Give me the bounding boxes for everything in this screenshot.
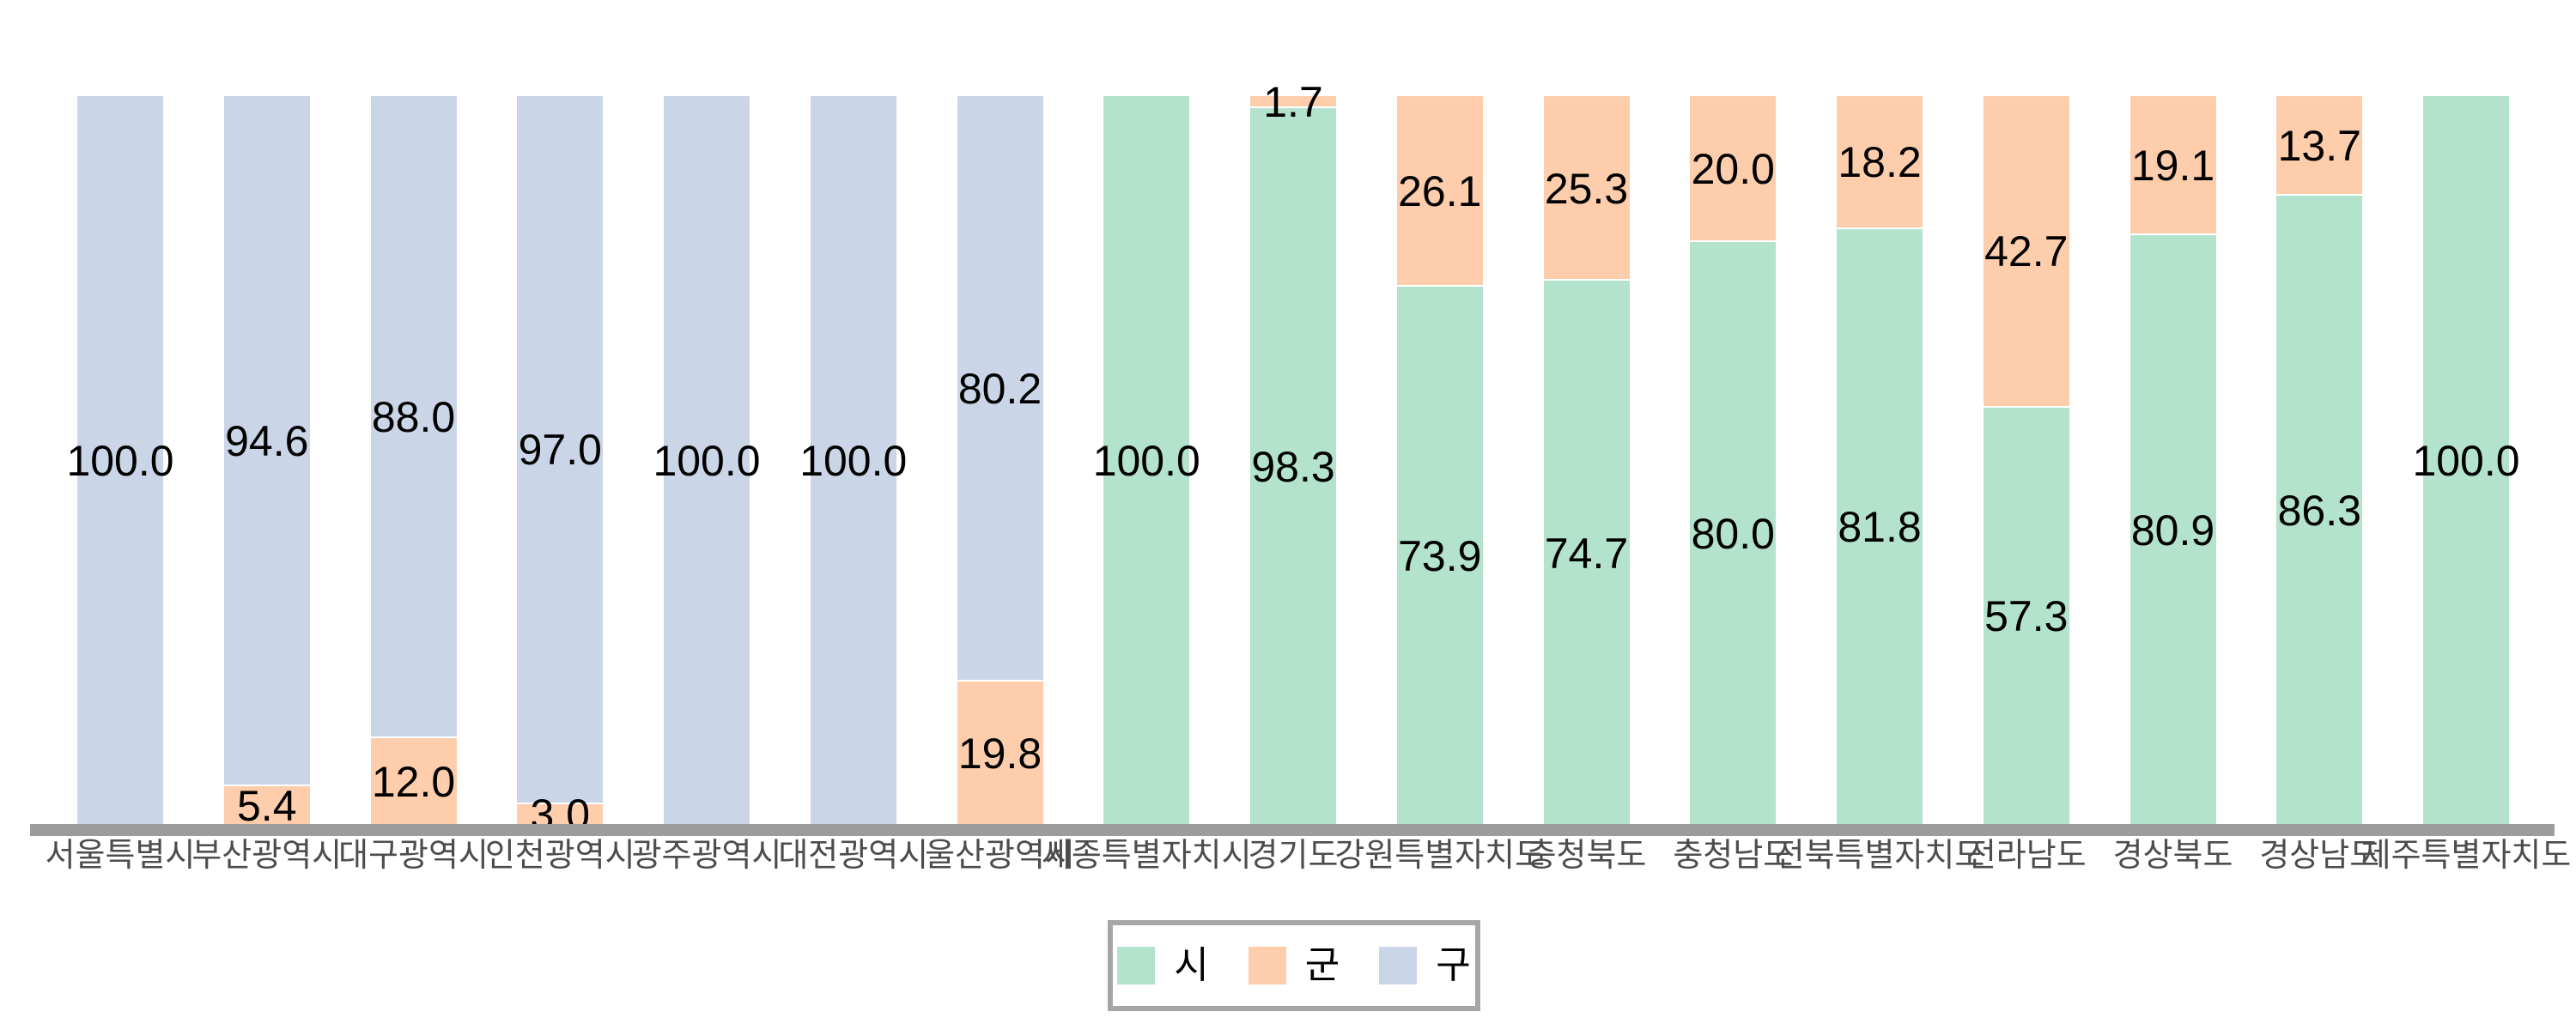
x-axis-label: 전라남도 — [1965, 838, 2087, 874]
bar-segment-구-대전광역시 — [810, 96, 896, 826]
x-axis-label: 경상남도 — [2259, 838, 2380, 874]
bar-segment-시-제주특별자치도 — [2423, 96, 2509, 826]
si-color-swatch — [1117, 947, 1156, 985]
bar-segment-군-인천광역시 — [517, 803, 604, 826]
bar-segment-군-부산광역시 — [223, 786, 310, 826]
value-label: 86.3 — [2277, 487, 2361, 536]
legend-label-gu: 구 — [1436, 944, 1471, 986]
x-axis-label: 대전광역시 — [778, 838, 929, 874]
bar-segment-군-경상북도 — [2129, 96, 2216, 234]
x-axis-label: 경상북도 — [2112, 838, 2233, 874]
value-label: 18.2 — [1838, 138, 1922, 187]
value-label: 80.0 — [1691, 510, 1775, 558]
bar-segment-구-서울특별시 — [77, 96, 163, 826]
bar-segment-구-인천광역시 — [517, 96, 604, 803]
value-label: 98.3 — [1251, 443, 1335, 492]
bar-segment-군-울산광역시 — [957, 681, 1043, 826]
bar-segment-시-충청북도 — [1543, 281, 1630, 826]
value-label: 100.0 — [653, 437, 761, 485]
value-label: 80.2 — [957, 364, 1042, 413]
value-label: 20.0 — [1691, 145, 1775, 193]
bar-segment-군-경기도 — [1250, 96, 1336, 107]
bar-segment-군-전북특별자치도 — [1837, 96, 1923, 227]
value-label: 100.0 — [799, 437, 908, 485]
bar-segment-시-전라남도 — [1983, 407, 2069, 826]
x-axis-label: 서울특별시 — [45, 838, 196, 874]
bar-segment-시-충청남도 — [1690, 242, 1777, 826]
bar-segment-시-강원특별자치도 — [1396, 286, 1483, 826]
x-axis-label: 울산광역시 — [925, 838, 1075, 874]
bar-segment-군-경상남도 — [2276, 96, 2363, 195]
x-axis-label: 충청남도 — [1673, 838, 1794, 874]
value-label: 100.0 — [1092, 437, 1200, 485]
bar-segment-구-광주광역시 — [664, 96, 750, 826]
value-label: 100.0 — [2412, 437, 2520, 485]
value-label: 25.3 — [1544, 164, 1629, 213]
bar-segment-시-전북특별자치도 — [1837, 228, 1923, 826]
value-label: 19.1 — [2130, 142, 2215, 191]
x-axis-label: 부산광역시 — [191, 838, 343, 874]
bar-segment-시-세종특별자치시 — [1103, 96, 1190, 826]
bar-segment-구-부산광역시 — [223, 96, 310, 785]
legend-label-si: 시 — [1174, 944, 1209, 986]
legend-item-si: 시 — [1117, 944, 1209, 986]
bar-segment-시-경기도 — [1250, 108, 1336, 826]
value-label: 88.0 — [371, 393, 456, 441]
x-axis-line — [30, 824, 2555, 836]
value-label: 74.7 — [1544, 529, 1629, 578]
value-label: 57.3 — [1984, 592, 2069, 641]
bar-segment-군-대구광역시 — [370, 738, 457, 826]
gu-color-swatch — [1379, 947, 1418, 985]
value-label: 13.7 — [2277, 122, 2361, 171]
value-label: 42.7 — [1984, 227, 2069, 276]
bar-segment-구-대구광역시 — [370, 96, 457, 736]
legend: 시 군 구 — [1108, 920, 1480, 1011]
value-label: 80.9 — [2130, 506, 2215, 555]
gun-color-swatch — [1248, 947, 1286, 985]
bar-segment-군-전라남도 — [1983, 96, 2069, 406]
value-label: 19.8 — [957, 729, 1042, 778]
value-label: 12.0 — [371, 758, 456, 806]
x-axis-label: 경기도 — [1248, 838, 1339, 874]
value-label: 100.0 — [66, 437, 174, 485]
x-axis-label: 충청북도 — [1526, 838, 1647, 874]
x-axis-label: 인천광역시 — [484, 838, 635, 874]
value-label: 94.6 — [225, 417, 309, 466]
bar-segment-구-울산광역시 — [957, 96, 1043, 680]
legend-label-gun: 군 — [1304, 944, 1340, 986]
x-axis-label: 강원특별자치도 — [1334, 838, 1546, 874]
bar-segment-군-강원특별자치도 — [1396, 96, 1483, 285]
x-axis-label: 대구광역시 — [338, 838, 489, 874]
x-axis-label: 제주특별자치도 — [2360, 838, 2572, 874]
value-label: 73.9 — [1398, 531, 1482, 580]
value-label: 5.4 — [236, 782, 297, 831]
x-axis-label: 광주광역시 — [631, 838, 782, 874]
value-label: 97.0 — [518, 426, 602, 475]
x-axis-label: 세종특별자치시 — [1041, 838, 1252, 874]
bar-segment-시-경상남도 — [2276, 196, 2363, 826]
value-label: 81.8 — [1838, 503, 1922, 552]
value-label: 26.1 — [1398, 167, 1482, 215]
legend-item-gu: 구 — [1379, 944, 1471, 986]
bar-segment-군-충청남도 — [1690, 96, 1777, 240]
legend-item-gun: 군 — [1248, 944, 1340, 986]
x-axis-label: 전북특별자치도 — [1774, 838, 1985, 874]
bar-segment-군-충청북도 — [1543, 96, 1630, 280]
bar-segment-시-경상북도 — [2129, 235, 2216, 826]
value-label: 1.7 — [1263, 78, 1323, 127]
